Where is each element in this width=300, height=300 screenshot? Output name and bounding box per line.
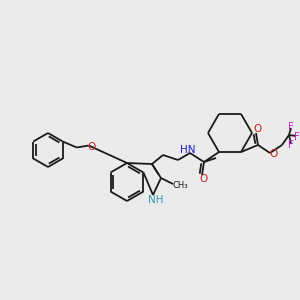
Text: F: F bbox=[294, 132, 300, 142]
Text: O: O bbox=[200, 174, 208, 184]
Text: F: F bbox=[288, 140, 294, 150]
Text: O: O bbox=[88, 142, 96, 152]
Text: F: F bbox=[288, 122, 294, 132]
Text: HN: HN bbox=[180, 145, 196, 155]
Text: O: O bbox=[270, 149, 278, 159]
Text: CH₃: CH₃ bbox=[172, 182, 188, 190]
Text: O: O bbox=[254, 124, 262, 134]
Text: NH: NH bbox=[148, 195, 164, 205]
